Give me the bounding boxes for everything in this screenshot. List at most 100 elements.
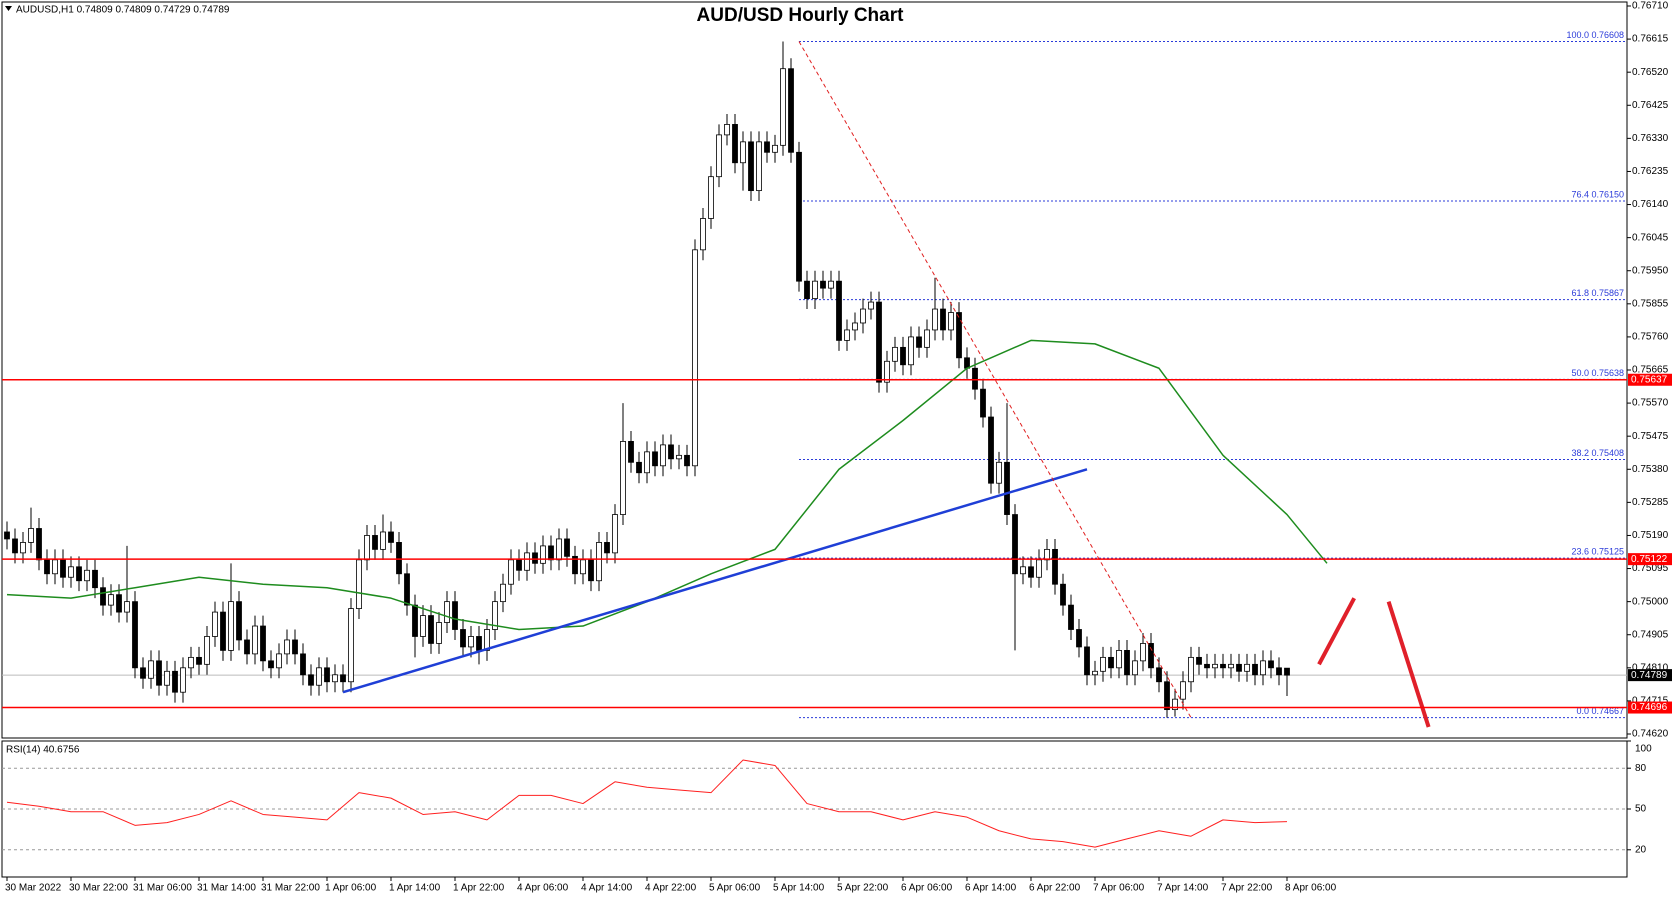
candle-body [1236,663,1242,672]
candle-body [1092,670,1098,676]
candle-body [44,559,50,575]
candle-body [1220,663,1226,669]
x-tick-label: 31 Mar 22:00 [261,883,320,894]
fib-label: 0.0 0.74667 [1576,706,1624,716]
candle-body [316,667,322,686]
candle-body [428,615,434,644]
candle-body [1044,548,1050,561]
candle-body [972,367,978,390]
x-tick-label: 4 Apr 06:00 [517,883,569,894]
candle-body [844,329,850,341]
candle-body [68,566,74,578]
candle-body [660,444,666,467]
y-tick-label: 0.74715 [1632,696,1669,707]
candle-body [148,660,154,679]
candle-body [588,559,594,582]
candle-body [676,454,682,460]
candle-body [1156,667,1162,683]
candle-body [340,674,346,683]
candle-body [948,312,954,331]
y-tick-label: 0.76235 [1632,166,1669,177]
candle-body [28,528,34,543]
candle-body [1244,663,1250,672]
x-tick-label: 5 Apr 14:00 [773,883,825,894]
x-tick-label: 1 Apr 22:00 [453,883,505,894]
candle-body [812,280,818,299]
y-tick-label: 0.75665 [1632,365,1669,376]
candle-body [748,141,754,192]
candle-body [620,441,626,515]
y-tick-label: 0.76425 [1632,100,1669,111]
candle-body [540,545,546,564]
candle-body [300,653,306,676]
candle-body [764,141,770,153]
candle-body [708,176,714,219]
candle-body [1180,681,1186,700]
symbol-header: AUDUSD,H1 0.74809 0.74809 0.74729 0.7478… [16,5,230,16]
candle-body [460,629,466,648]
fib-label: 76.4 0.76150 [1571,189,1624,199]
y-tick-label: 0.75855 [1632,298,1669,309]
candle-body [1252,663,1258,676]
candle-body [444,601,450,623]
x-tick-label: 6 Apr 22:00 [1029,883,1081,894]
candle-body [1108,656,1114,669]
x-tick-label: 7 Apr 06:00 [1093,883,1145,894]
candle-body [204,636,210,665]
y-tick-label: 0.75950 [1632,265,1669,276]
candle-body [1004,461,1010,515]
candle-body [492,601,498,630]
candle-body [580,559,586,575]
price-tag [1628,373,1672,386]
rsi-tick-label: 20 [1635,844,1647,855]
candle-body [1076,629,1082,648]
candle-body [908,336,914,366]
candle-body [1284,667,1290,676]
y-tick-label: 0.75190 [1632,530,1669,541]
candle-body [788,68,794,153]
x-tick-label: 30 Mar 22:00 [69,883,128,894]
menu-arrow [5,6,12,11]
candle-body [1204,663,1210,669]
candle-body [1036,559,1042,578]
candle-body [1140,643,1146,662]
candle-body [1124,650,1130,676]
candle-body [756,141,762,192]
x-tick-label: 5 Apr 22:00 [837,883,889,894]
candle-body [1100,656,1106,672]
candle-body [820,280,826,289]
rsi-tick-label: 50 [1635,804,1647,815]
candle-body [244,639,250,655]
candle-body [652,451,658,467]
x-tick-label: 7 Apr 14:00 [1157,883,1209,894]
candle-body [732,124,738,164]
candle-body [164,670,170,686]
candle-body [860,308,866,324]
candle-body [140,667,146,679]
x-tick-label: 1 Apr 14:00 [389,883,441,894]
x-tick-label: 4 Apr 22:00 [645,883,697,894]
moving-average [6,339,1328,631]
candle-body [356,559,362,610]
candle-body [468,636,474,648]
candle-body [188,656,194,669]
candle-body [196,656,202,665]
candle-body [220,611,226,651]
y-tick-label: 0.76520 [1632,67,1669,78]
trendline [342,468,1088,694]
candle-body [668,444,674,460]
candle-body [996,461,1002,484]
candle-body [836,280,842,341]
price-tag-label: 0.74696 [1631,702,1668,713]
candle-body [1060,583,1066,606]
x-tick-label: 31 Mar 14:00 [197,883,256,894]
x-tick-label: 1 Apr 06:00 [325,883,377,894]
candle-body [956,312,962,359]
candle-body [692,249,698,467]
candle-body [1148,643,1154,669]
candle-body [1228,663,1234,669]
candle-body [364,535,370,561]
candle-body [1172,698,1178,711]
